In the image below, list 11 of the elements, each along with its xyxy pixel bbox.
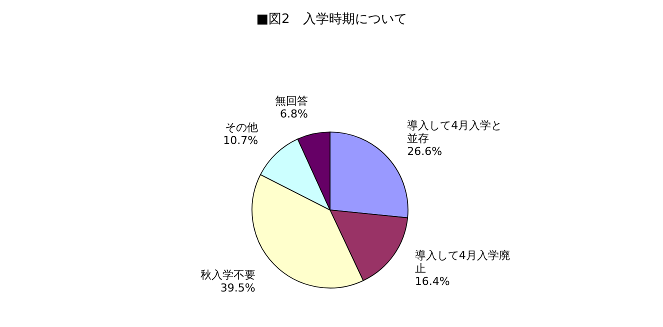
data-label: 39.5%	[220, 281, 256, 294]
data-label: 26.6%	[407, 145, 442, 158]
slice-label: 導入して4月入学と並存	[407, 119, 502, 146]
data-label: 16.4%	[414, 275, 450, 288]
data-label: 6.8%	[280, 107, 308, 120]
slice-label: 導入して4月入学廃止	[414, 249, 510, 276]
slice-label: その他	[225, 120, 258, 134]
slice-label: 無回答	[274, 94, 308, 108]
slice-label: 秋入学不要	[200, 268, 256, 282]
data-label: 10.7%	[223, 134, 258, 147]
chart-title: ■図2 入学時期について	[256, 12, 407, 27]
